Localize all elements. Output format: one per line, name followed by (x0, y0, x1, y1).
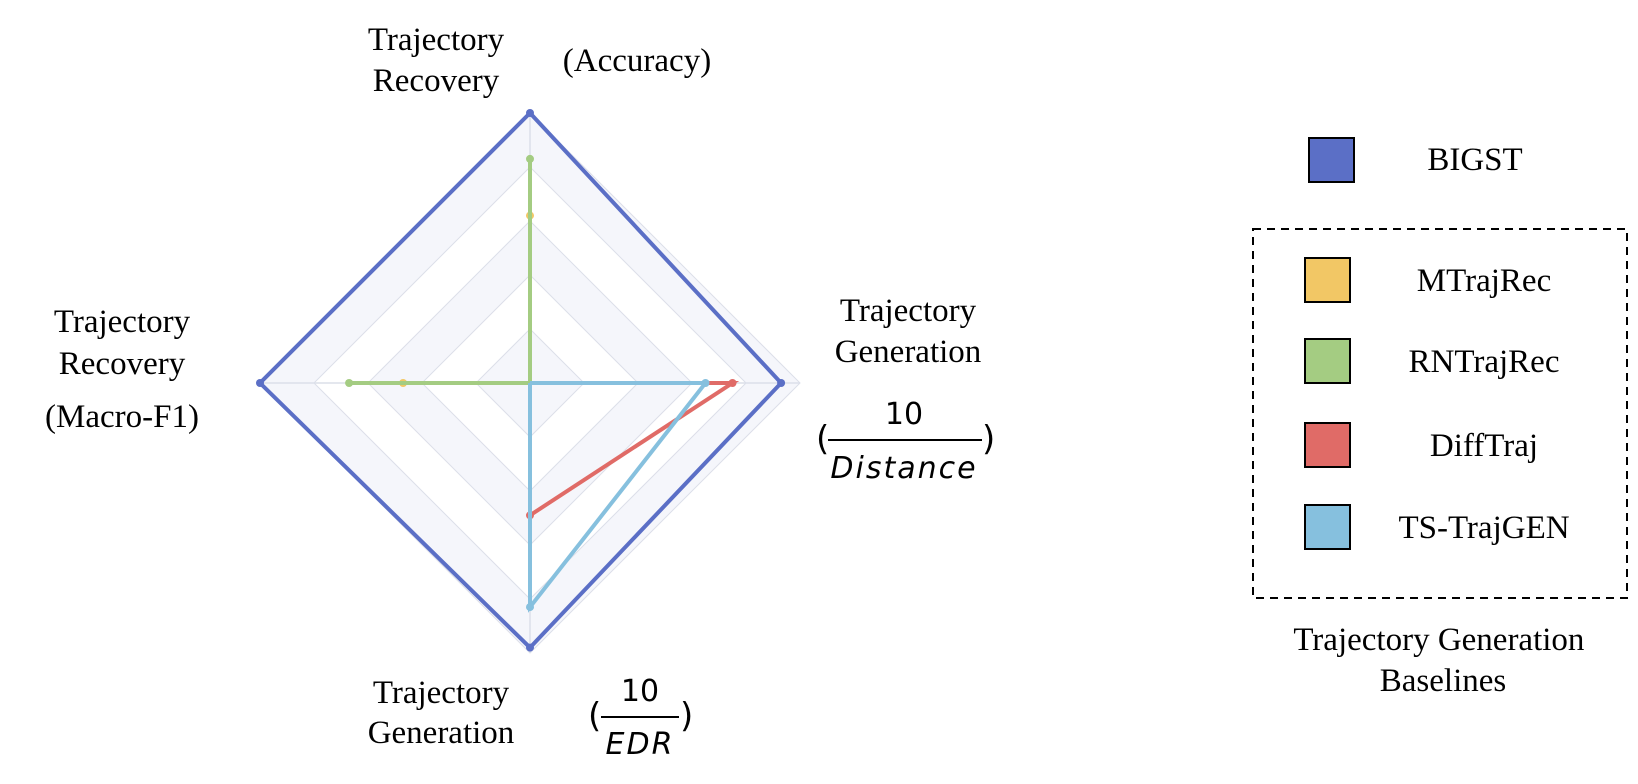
series-point-rntrajrec-left (345, 379, 354, 387)
axis-label-right-paren-open: ( (816, 419, 829, 459)
legend-swatch-rntrajrec (1304, 338, 1351, 384)
axis-label-top-line-1: Trajectory (368, 22, 505, 58)
legend-group-title-line-1: Trajectory Generation (1293, 622, 1584, 658)
axis-label-right-numerator: 10 (885, 397, 923, 432)
axis-label-bottom-paren-open: ( (588, 696, 601, 736)
axis-label-bottom-paren-close: ) (680, 696, 693, 736)
axis-label-right-paren-close: ) (982, 419, 995, 459)
legend-group-title-line-2: Baselines (1380, 663, 1506, 699)
series-point-difftraj-right (728, 379, 737, 387)
legend-item-bigst: BIGST (1308, 137, 1523, 183)
legend-group-title: Trajectory Generation Baselines (1293, 622, 1592, 699)
legend-label-mtrajrec: MTrajRec (1417, 263, 1551, 299)
series-point-ts-trajgen-bottom (526, 603, 534, 612)
legend-swatch-bigst (1308, 137, 1355, 183)
legend-swatch-mtrajrec (1304, 257, 1351, 303)
legend-label-rntrajrec: RNTrajRec (1409, 344, 1560, 380)
legend-item-difftraj: DiffTraj (1304, 422, 1538, 468)
legend-item-ts-trajgen: TS-TrajGEN (1304, 504, 1570, 550)
axis-label-left-line-3: (Macro-F1) (45, 399, 199, 435)
axis-label-right-denominator: Distance (830, 451, 977, 486)
series-point-rntrajrec-top (526, 154, 534, 163)
series-point-ts-trajgen-right (701, 379, 710, 387)
axis-label-right: Trajectory Generation ( 10 Distance ) (816, 293, 995, 486)
series-point-bigst-right (777, 379, 786, 387)
legend-swatch-difftraj (1304, 422, 1351, 468)
legend-label-difftraj: DiffTraj (1430, 428, 1538, 464)
axis-label-top-line-2: Recovery (373, 63, 500, 99)
axis-label-bottom-line-1: Trajectory (373, 675, 510, 711)
series-point-bigst-top (526, 109, 534, 117)
axis-label-top: Trajectory Recovery (Accuracy) (368, 22, 711, 99)
legend: BIGST MTrajRec RNTrajRec DiffTraj TS-Tra… (1252, 137, 1628, 699)
axis-label-right-line-2: Generation (835, 334, 982, 370)
legend-swatch-ts-trajgen (1304, 504, 1351, 550)
axis-label-right-line-1: Trajectory (840, 293, 977, 329)
legend-item-rntrajrec: RNTrajRec (1304, 338, 1560, 384)
axis-label-bottom: Trajectory Generation ( 10 EDR ) (368, 674, 694, 762)
series-point-bigst-left (256, 379, 264, 387)
series-point-bigst-bottom (526, 643, 534, 652)
radar-series (256, 109, 786, 652)
legend-label-bigst: BIGST (1427, 142, 1522, 178)
axis-label-bottom-denominator: EDR (606, 727, 675, 762)
legend-label-ts-trajgen: TS-TrajGEN (1398, 510, 1569, 546)
axis-label-bottom-numerator: 10 (621, 674, 659, 709)
legend-item-mtrajrec: MTrajRec (1304, 257, 1551, 303)
axis-label-left-line-2: Recovery (59, 346, 186, 382)
series-line-ts-trajgen (528, 381, 710, 613)
axis-label-left: Trajectory Recovery (Macro-F1) (45, 304, 199, 435)
axis-label-left-line-1: Trajectory (54, 304, 191, 340)
axis-label-bottom-line-2: Generation (368, 715, 515, 751)
axis-label-top-qualifier: (Accuracy) (563, 43, 711, 79)
legend-baselines-box (1252, 228, 1628, 599)
